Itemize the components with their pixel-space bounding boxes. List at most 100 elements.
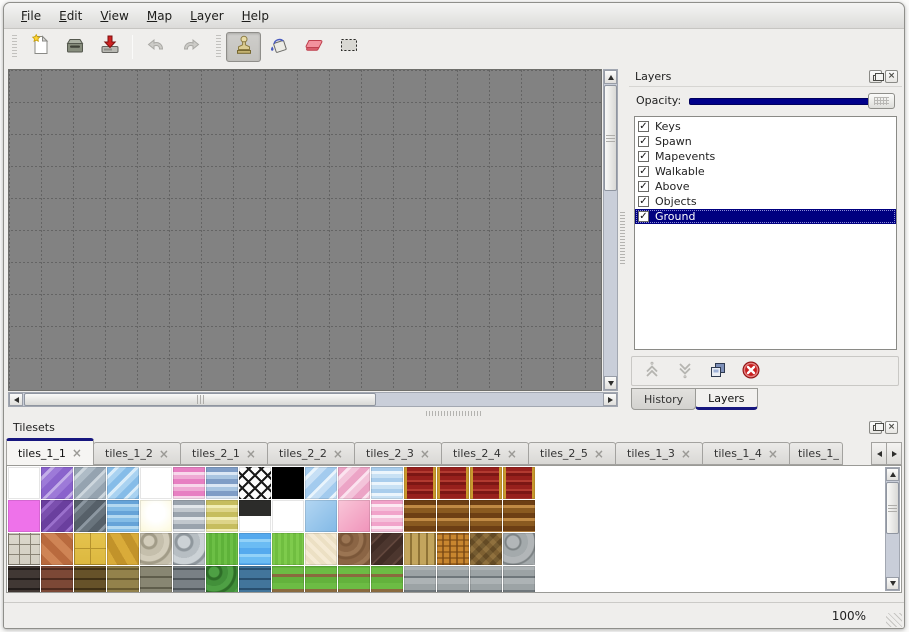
dock-tab-history[interactable]: History bbox=[631, 388, 697, 410]
tileset-tab-tiles_1[interactable]: tiles_1_ bbox=[789, 442, 843, 465]
open-button[interactable] bbox=[57, 32, 92, 62]
menu-layer[interactable]: Layer bbox=[190, 8, 224, 23]
close-tab-icon[interactable]: × bbox=[245, 446, 256, 461]
tile-2-8[interactable] bbox=[239, 500, 271, 532]
tile-2-12[interactable] bbox=[371, 500, 403, 532]
tile-3-4[interactable] bbox=[107, 533, 139, 565]
tile-3-7[interactable] bbox=[206, 533, 238, 565]
dock-tab-layers[interactable]: Layers bbox=[695, 388, 758, 410]
layer-row-mapevents[interactable]: ✓ Mapevents bbox=[635, 149, 896, 164]
tile-4-10[interactable] bbox=[305, 566, 337, 592]
tile-3-5[interactable] bbox=[140, 533, 172, 565]
scroll-up-button[interactable] bbox=[604, 70, 617, 84]
lower-layer-button[interactable] bbox=[674, 360, 696, 382]
scroll-right-button[interactable] bbox=[603, 393, 617, 406]
tile-4-15[interactable] bbox=[470, 566, 502, 592]
tileset-tab-tiles_2_4[interactable]: tiles_2_4 × bbox=[441, 442, 529, 465]
tileset-tab-tiles_1_1[interactable]: tiles_1_1 × bbox=[6, 438, 94, 465]
opacity-slider-handle[interactable] bbox=[868, 92, 895, 109]
tile-3-11[interactable] bbox=[338, 533, 370, 565]
tile-1-8[interactable] bbox=[239, 467, 271, 499]
tile-1-5[interactable] bbox=[140, 467, 172, 499]
tile-1-6[interactable] bbox=[173, 467, 205, 499]
menu-edit[interactable]: Edit bbox=[59, 8, 83, 23]
tile-4-1[interactable] bbox=[8, 566, 40, 592]
tile-4-6[interactable] bbox=[173, 566, 205, 592]
tile-2-13[interactable] bbox=[404, 500, 436, 532]
map-canvas[interactable] bbox=[8, 69, 602, 391]
tile-3-6[interactable] bbox=[173, 533, 205, 565]
menu-view[interactable]: View bbox=[100, 8, 129, 23]
tile-3-16[interactable] bbox=[503, 533, 535, 565]
tile-1-14[interactable] bbox=[437, 467, 469, 499]
tile-3-9[interactable] bbox=[272, 533, 304, 565]
layer-row-spawn[interactable]: ✓ Spawn bbox=[635, 134, 896, 149]
tile-2-1[interactable] bbox=[8, 500, 40, 532]
tile-4-4[interactable] bbox=[107, 566, 139, 592]
tile-2-14[interactable] bbox=[437, 500, 469, 532]
opacity-slider[interactable] bbox=[689, 92, 895, 109]
tile-2-6[interactable] bbox=[173, 500, 205, 532]
layer-visibility-checkbox[interactable]: ✓ bbox=[638, 196, 649, 207]
tile-2-15[interactable] bbox=[470, 500, 502, 532]
layer-visibility-checkbox[interactable]: ✓ bbox=[638, 136, 649, 147]
tile-3-13[interactable] bbox=[404, 533, 436, 565]
tile-1-15[interactable] bbox=[470, 467, 502, 499]
canvas-vscrollbar[interactable] bbox=[603, 69, 618, 391]
redo-button[interactable] bbox=[173, 32, 208, 62]
close-tab-icon[interactable]: × bbox=[158, 446, 169, 461]
tile-3-15[interactable] bbox=[470, 533, 502, 565]
tileset-tab-tiles_2_2[interactable]: tiles_2_2 × bbox=[267, 442, 355, 465]
tile-1-13[interactable] bbox=[404, 467, 436, 499]
close-tab-icon[interactable]: × bbox=[419, 446, 430, 461]
tile-3-8[interactable] bbox=[239, 533, 271, 565]
tile-4-13[interactable] bbox=[404, 566, 436, 592]
tileset-tab-tiles_2_1[interactable]: tiles_2_1 × bbox=[180, 442, 268, 465]
resize-grip[interactable] bbox=[886, 613, 902, 627]
tile-3-3[interactable] bbox=[74, 533, 106, 565]
tile-4-7[interactable] bbox=[206, 566, 238, 592]
tile-3-10[interactable] bbox=[305, 533, 337, 565]
close-tab-icon[interactable]: × bbox=[506, 446, 517, 461]
tile-4-8[interactable] bbox=[239, 566, 271, 592]
tile-3-14[interactable] bbox=[437, 533, 469, 565]
tile-2-7[interactable] bbox=[206, 500, 238, 532]
opacity-slider-track[interactable] bbox=[689, 97, 891, 105]
tile-3-2[interactable] bbox=[41, 533, 73, 565]
scrollbar-thumb[interactable] bbox=[604, 85, 617, 191]
tile-4-12[interactable] bbox=[371, 566, 403, 592]
tile-4-9[interactable] bbox=[272, 566, 304, 592]
undo-button[interactable] bbox=[138, 32, 173, 62]
scroll-up-button[interactable] bbox=[886, 468, 899, 481]
close-tab-icon[interactable]: × bbox=[71, 446, 82, 460]
tile-1-11[interactable] bbox=[338, 467, 370, 499]
raise-layer-button[interactable] bbox=[641, 360, 663, 382]
tile-2-4[interactable] bbox=[107, 500, 139, 532]
tile-1-2[interactable] bbox=[41, 467, 73, 499]
eraser-tool-button[interactable] bbox=[296, 32, 331, 62]
close-panel-button[interactable]: × bbox=[885, 70, 898, 83]
tile-1-10[interactable] bbox=[305, 467, 337, 499]
tileset-tab-tiles_1_2[interactable]: tiles_1_2 × bbox=[93, 442, 181, 465]
layer-row-keys[interactable]: ✓ Keys bbox=[635, 119, 896, 134]
tile-2-9[interactable] bbox=[272, 500, 304, 532]
scroll-down-button[interactable] bbox=[886, 577, 899, 590]
tile-2-10[interactable] bbox=[305, 500, 337, 532]
close-tab-icon[interactable]: × bbox=[593, 446, 604, 461]
float-panel-button[interactable] bbox=[869, 70, 884, 83]
menu-help[interactable]: Help bbox=[241, 8, 270, 23]
layer-visibility-checkbox[interactable]: ✓ bbox=[638, 121, 649, 132]
tile-2-3[interactable] bbox=[74, 500, 106, 532]
float-panel-button[interactable] bbox=[869, 420, 884, 434]
tileset-tab-tiles_1_4[interactable]: tiles_1_4 × bbox=[702, 442, 790, 465]
close-tab-icon[interactable]: × bbox=[332, 446, 343, 461]
toolbar-drag-handle[interactable] bbox=[216, 35, 221, 59]
tile-1-7[interactable] bbox=[206, 467, 238, 499]
tile-2-2[interactable] bbox=[41, 500, 73, 532]
close-panel-button[interactable]: × bbox=[885, 420, 898, 434]
layer-visibility-checkbox[interactable]: ✓ bbox=[638, 151, 649, 162]
tile-2-11[interactable] bbox=[338, 500, 370, 532]
layer-visibility-checkbox[interactable]: ✓ bbox=[638, 166, 649, 177]
stamp-tool-button[interactable] bbox=[226, 32, 261, 62]
layer-visibility-checkbox[interactable]: ✓ bbox=[638, 211, 649, 222]
